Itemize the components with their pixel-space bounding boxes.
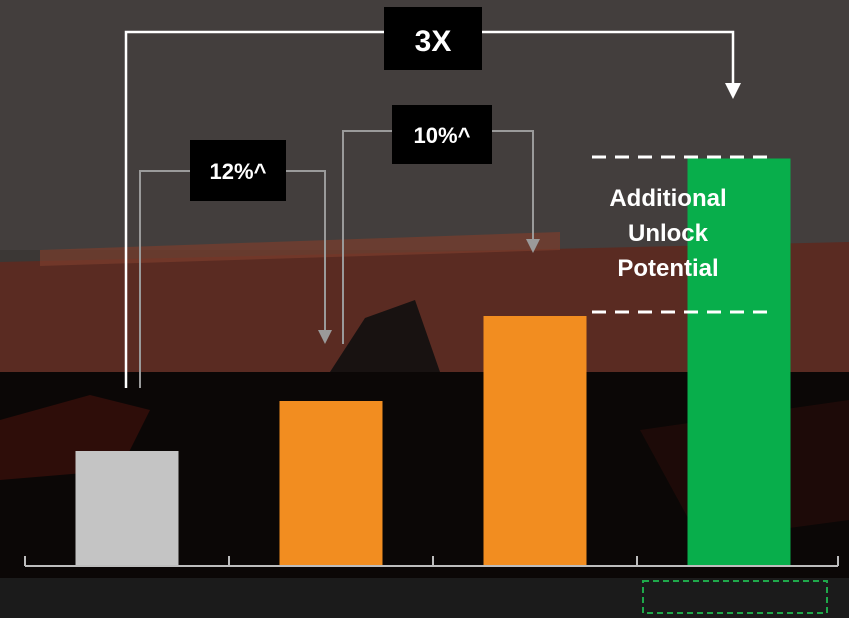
bar-4 <box>687 158 791 566</box>
highlight-dashed-box <box>642 580 828 614</box>
label-12pct-box: 12%^ <box>190 140 286 201</box>
unlock-potential-label: Additional Unlock Potential <box>609 185 726 282</box>
unlock-line-3: Potential <box>617 255 718 282</box>
label-10pct-box: 10%^ <box>392 105 492 164</box>
bar-series <box>75 158 791 566</box>
label-12pct: 12%^ <box>210 159 267 184</box>
label-3x: 3X <box>415 25 452 58</box>
connector-10pct <box>342 130 540 344</box>
label-3x-box: 3X <box>384 7 482 70</box>
arrow-head-icon <box>526 239 540 253</box>
unlock-line-2: Unlock <box>628 220 709 247</box>
x-axis <box>24 556 839 567</box>
arrow-head-icon <box>725 83 741 99</box>
label-10pct: 10%^ <box>414 123 471 148</box>
connector-3x <box>124 30 741 388</box>
unlock-line-1: Additional <box>609 185 726 212</box>
arrow-head-icon <box>318 330 332 344</box>
bar-3 <box>483 316 587 566</box>
bar-2 <box>279 401 383 566</box>
connector-12pct <box>139 170 332 388</box>
bar-1 <box>75 451 179 566</box>
